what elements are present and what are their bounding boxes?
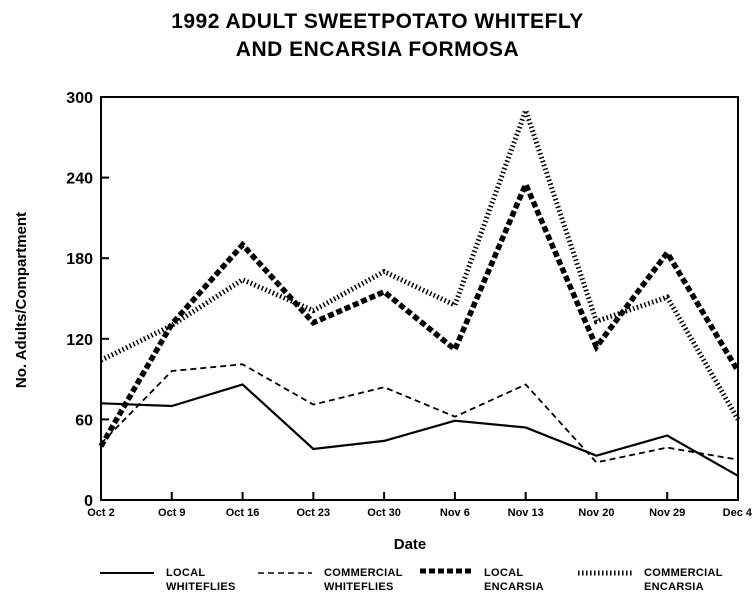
y-tick-label: 120	[66, 332, 93, 349]
x-tick-label: Oct 16	[226, 507, 260, 519]
legend-swatch-heavy-dashed	[420, 568, 474, 574]
y-axis-label: No. Adults/Compartment	[13, 212, 30, 388]
legend-swatch-dashed	[258, 572, 312, 574]
legend-label: COMMERCIAL WHITEFLIES	[324, 567, 403, 593]
series-line-local-whiteflies	[100, 383, 739, 477]
x-tick-label: Oct 9	[158, 507, 186, 519]
series-layer	[98, 102, 741, 477]
x-tick-label: Nov 29	[649, 507, 685, 519]
legend-label: LOCAL ENCARSIA	[484, 567, 544, 593]
x-tick-label: Oct 30	[367, 507, 401, 519]
series-line-commercial-whiteflies	[100, 363, 739, 464]
chart-title-line-2: AND ENCARSIA FORMOSA	[235, 38, 520, 61]
x-tick-label: Oct 23	[297, 507, 331, 519]
chart-title: 1992 ADULT SWEETPOTATO WHITEFLY AND ENCA…	[0, 8, 755, 64]
legend-swatch-dotted	[578, 570, 632, 576]
plot-frame	[100, 96, 739, 501]
x-tick-label: Oct 2	[87, 507, 115, 519]
x-tick-label: Nov 13	[508, 507, 544, 519]
legend-label: COMMERCIAL ENCARSIA	[644, 567, 723, 593]
y-axis: 0 60 120 180 240 300	[66, 90, 109, 510]
legend-swatch-solid	[100, 572, 154, 574]
legend-label: LOCAL WHITEFLIES	[166, 567, 236, 593]
y-tick-label: 60	[75, 412, 93, 429]
x-axis-label: Date	[394, 536, 427, 553]
series-line-commercial-encarsia	[99, 102, 741, 421]
y-tick-label: 300	[66, 90, 93, 107]
x-tick-label: Nov 6	[440, 507, 470, 519]
x-axis: Oct 2 Oct 9 Oct 16 Oct 23 Oct 30 Nov 6 Nov 13 N…	[87, 492, 753, 519]
y-tick-label: 0	[84, 493, 93, 510]
x-tick-label: Nov 20	[578, 507, 614, 519]
y-tick-label: 240	[66, 171, 93, 188]
chart-title-line-1: 1992 ADULT SWEETPOTATO WHITEFLY	[171, 10, 584, 33]
legend: LOCAL WHITEFLIES COMMERCIAL WHITEFLIES L…	[0, 566, 755, 596]
plot-border	[100, 96, 739, 501]
series-line-local-encarsia	[98, 177, 741, 448]
y-tick-label: 180	[66, 251, 93, 268]
x-tick-label: Dec 4	[723, 507, 753, 519]
